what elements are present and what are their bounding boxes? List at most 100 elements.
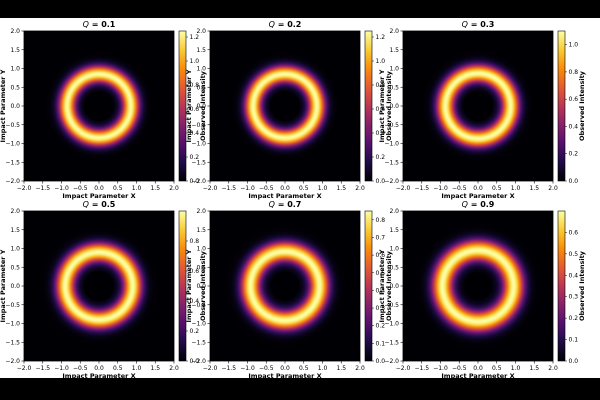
x-tick-label: −1.5 [35, 365, 50, 372]
x-tick-label: 2.0 [169, 365, 179, 372]
title-value: = 0.1 [89, 20, 116, 29]
y-tick-label: 1.5 [10, 227, 20, 234]
x-tick-label: 1.0 [132, 365, 142, 372]
colorbar-label: Observed Intensity [385, 250, 393, 321]
title-symbol: Q [83, 20, 89, 29]
x-tick-label: 2.0 [355, 185, 365, 192]
x-tick-label: −1.5 [414, 365, 429, 372]
x-tick-label: −1.0 [240, 185, 255, 192]
y-tick-label: −0.5 [191, 122, 206, 129]
x-tick-label: 2.0 [169, 185, 179, 192]
x-tick-label: 2.0 [548, 185, 558, 192]
shadow-disk [84, 271, 114, 301]
y-tick-label: 2.0 [389, 28, 399, 35]
colorbar-tick-label: 0.2 [190, 154, 200, 161]
y-tick-label: −2.0 [5, 358, 20, 365]
x-tick-label: −0.5 [452, 365, 467, 372]
colorbar-tick-label: 1.0 [569, 42, 579, 49]
x-tick-label: 1.5 [336, 185, 346, 192]
y-tick-label: 2.0 [389, 208, 399, 215]
title-symbol: Q [83, 200, 89, 209]
colorbar-label: Observed Intensity [578, 70, 586, 141]
panel-1: Q = 0.1−2.0 −1.5 −1.0 −0.5 0.0 0.5 1.0 1.5 2.0−2… [0, 20, 207, 200]
title-value: = 0.9 [468, 200, 495, 209]
colorbar-tick-label: 0.2 [569, 151, 579, 158]
colorbar-tick-label: 0.2 [569, 315, 579, 322]
x-tick-label: 0.0 [94, 365, 104, 372]
y-tick-label: 1.0 [196, 246, 206, 253]
shadow-disk [463, 91, 493, 121]
colorbar-tick-label: 0.3 [569, 294, 579, 301]
x-tick-label: 2.0 [548, 365, 558, 372]
x-tick-label: −2.0 [203, 185, 218, 192]
colorbar-tick-label: 0.8 [569, 69, 579, 76]
x-axis-label: Impact Parameter X [441, 192, 514, 200]
y-tick-label: 0.5 [196, 84, 206, 91]
shadow-disk [270, 91, 300, 121]
colorbar [557, 210, 566, 362]
x-tick-label: 0.5 [492, 365, 502, 372]
panel-title: Q = 0.3 [462, 20, 495, 29]
colorbar-tick-label: 1.2 [190, 34, 200, 41]
title-symbol: Q [269, 20, 275, 29]
x-tick-label: 0.5 [113, 185, 123, 192]
x-tick-label: 2.0 [355, 365, 365, 372]
colorbar-tick-label: 1.0 [190, 58, 200, 65]
y-tick-label: −0.5 [191, 302, 206, 309]
x-tick-label: 0.5 [492, 185, 502, 192]
colorbar [178, 210, 187, 362]
colorbar [557, 30, 566, 182]
x-tick-label: −2.0 [17, 365, 32, 372]
y-tick-label: 0.5 [10, 264, 20, 271]
y-tick-label: 1.0 [389, 246, 399, 253]
y-tick-label: −0.5 [384, 302, 399, 309]
panel-title: Q = 0.7 [269, 200, 302, 209]
y-tick-label: 0.5 [389, 264, 399, 271]
colorbar-tick-label: 0.2 [376, 323, 386, 330]
colorbar [178, 30, 187, 182]
panel-title: Q = 0.2 [269, 20, 302, 29]
y-tick-label: 0.5 [196, 264, 206, 271]
y-tick-label: −2.0 [191, 178, 206, 185]
y-axis-label: Impact Parameter Y [185, 249, 193, 322]
x-tick-label: 1.5 [336, 365, 346, 372]
colorbar-tick-label: 0.4 [190, 130, 200, 137]
y-tick-label: 0.0 [389, 103, 399, 110]
colorbar-tick-label: 0.0 [569, 178, 579, 185]
y-tick-label: 0.5 [10, 84, 20, 91]
y-tick-label: 1.0 [196, 66, 206, 73]
colorbar-tick-label: 0.2 [376, 154, 386, 161]
x-tick-label: −2.0 [396, 365, 411, 372]
x-tick-label: 0.0 [473, 365, 483, 372]
y-axis-label: Impact Parameter Y [378, 249, 386, 322]
colorbar-tick-label: 0.4 [376, 287, 386, 294]
y-tick-label: 0.0 [196, 283, 206, 290]
colorbar-tick-label: 0.1 [376, 340, 386, 347]
y-tick-label: −2.0 [5, 178, 20, 185]
colorbar-tick-label: 0.4 [190, 298, 200, 305]
x-tick-label: 1.0 [511, 365, 521, 372]
x-axis-label: Impact Parameter X [62, 372, 135, 378]
colorbar-tick-label: 0.6 [376, 252, 386, 259]
y-tick-label: 0.0 [196, 103, 206, 110]
y-tick-label: −0.5 [5, 122, 20, 129]
colorbar-tick-label: 0.0 [569, 358, 579, 365]
colorbar-tick-label: 1.2 [376, 34, 386, 41]
colorbar-tick-label: 0.6 [376, 106, 386, 113]
x-tick-label: 0.5 [299, 365, 309, 372]
colorbar-tick-label: 0.3 [376, 305, 386, 312]
x-tick-label: 1.0 [132, 185, 142, 192]
x-tick-label: 1.0 [511, 185, 521, 192]
x-tick-label: 1.5 [150, 365, 160, 372]
x-axis-label: Impact Parameter X [441, 372, 514, 378]
panel-2: Q = 0.2−2.0 −1.5 −1.0 −0.5 0.0 0.5 1.0 1.5 2.0−2… [185, 20, 393, 200]
x-tick-label: −0.5 [259, 365, 274, 372]
x-tick-label: −1.0 [433, 185, 448, 192]
y-tick-label: −1.5 [191, 339, 206, 346]
colorbar-tick-label: 0.5 [376, 270, 386, 277]
x-tick-label: −0.5 [73, 365, 88, 372]
panel-5: Q = 0.7−2.0 −1.5 −1.0 −0.5 0.0 0.5 1.0 1.5 2.0−2… [185, 200, 393, 378]
x-tick-label: −1.5 [35, 185, 50, 192]
y-tick-label: 1.0 [10, 246, 20, 253]
x-tick-label: −1.0 [54, 365, 69, 372]
